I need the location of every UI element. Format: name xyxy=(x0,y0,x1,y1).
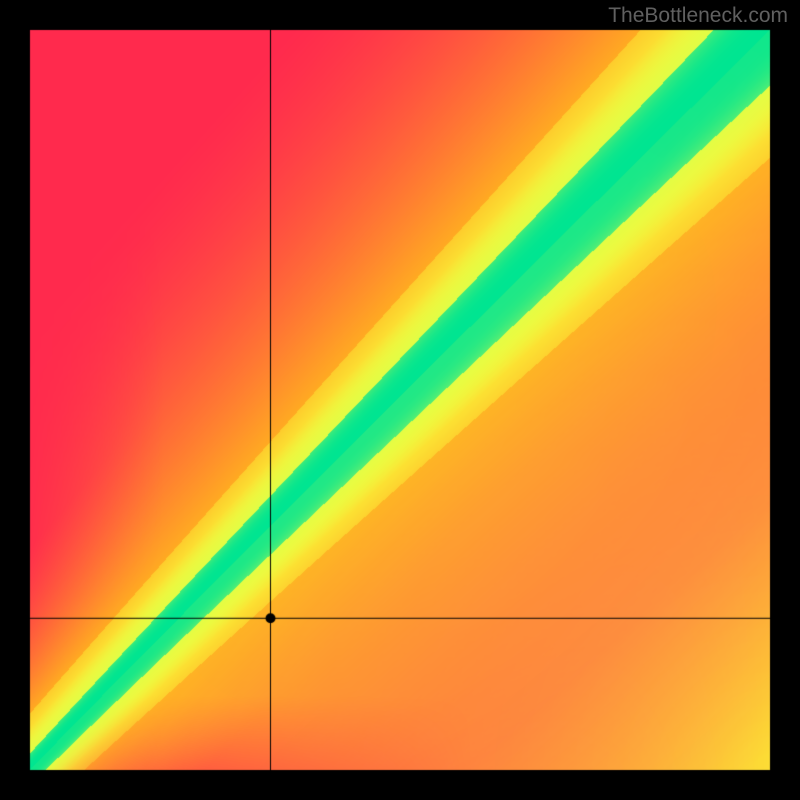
chart-container: TheBottleneck.com xyxy=(0,0,800,800)
heatmap-canvas xyxy=(0,0,800,800)
watermark-text: TheBottleneck.com xyxy=(608,4,788,28)
